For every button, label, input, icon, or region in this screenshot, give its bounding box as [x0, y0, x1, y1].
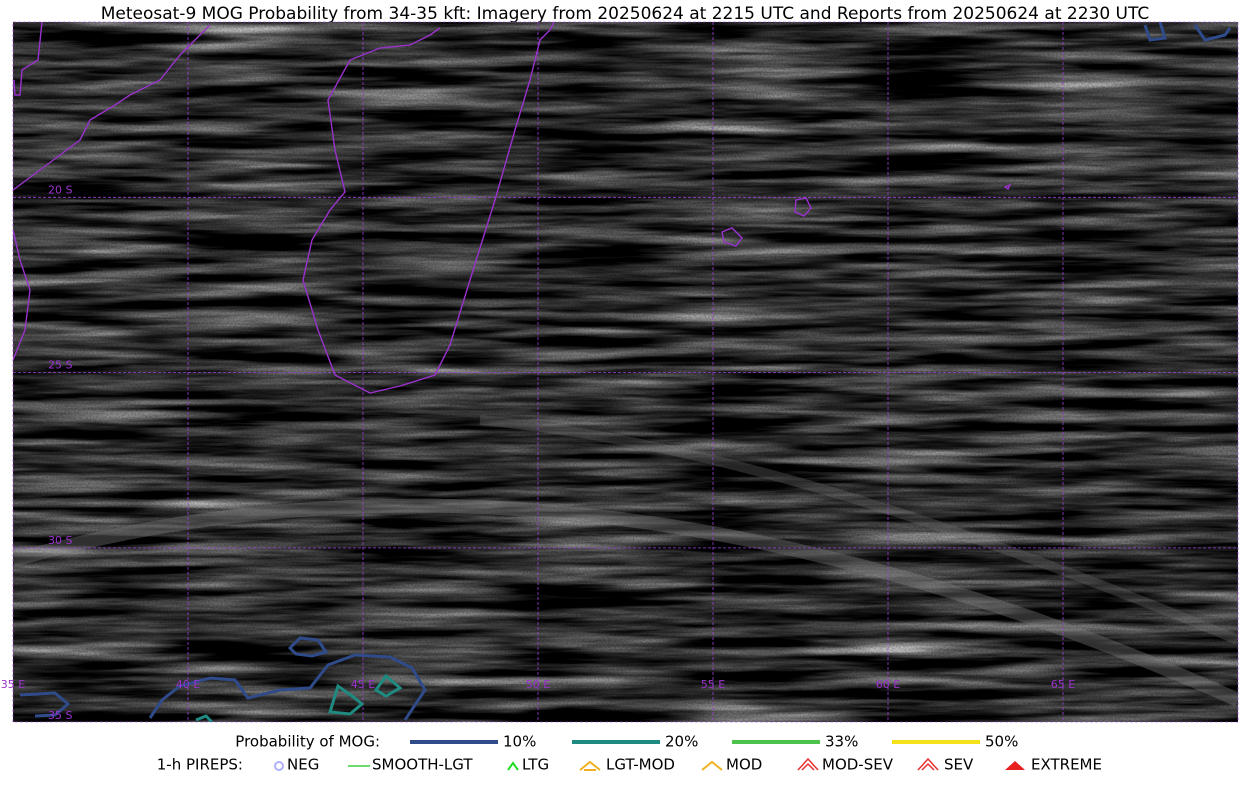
title: Meteosat-9 MOG Probability from 34-35 kf…: [101, 4, 1150, 24]
legend-label: 10%: [503, 733, 536, 751]
legend-label: 50%: [985, 733, 1018, 751]
legend-label: EXTREME: [1031, 756, 1102, 774]
legend-label: SMOOTH-LGT: [372, 756, 473, 774]
legend-symbol: [797, 757, 819, 771]
legend-label: LTG: [522, 756, 549, 774]
legend-symbol: [274, 761, 284, 771]
legend-symbol: [507, 761, 519, 771]
legend-symbol: [579, 760, 601, 771]
contour-10: [19, 691, 71, 718]
lon-label: 40 E: [176, 678, 200, 691]
contour-20: [195, 714, 214, 722]
lon-label: 55 E: [701, 678, 725, 691]
island: [1003, 183, 1012, 191]
cloud-band: [479, 415, 1238, 645]
map: [13, 22, 1238, 722]
lat-label: 25 S: [48, 359, 72, 372]
legend-label: MOD: [726, 756, 762, 774]
contour-10: [287, 636, 329, 658]
lon-label: 60 E: [876, 678, 900, 691]
legend-symbol: [1005, 761, 1025, 770]
legend-symbol: [917, 757, 939, 771]
lat-label: 20 S: [48, 183, 72, 196]
lon-label: 50 E: [526, 678, 550, 691]
cloud-band: [13, 498, 1238, 707]
legend-title: Probability of MOG:: [235, 733, 380, 751]
legend-symbol: [701, 760, 723, 771]
legend-label: 20%: [665, 733, 698, 751]
legend-label: SEV: [944, 756, 974, 774]
lon-label: 45 E: [351, 678, 375, 691]
graticule: [13, 22, 1238, 722]
legend-label: NEG: [287, 756, 319, 774]
legend-label: MOD-SEV: [822, 756, 894, 774]
contours: [19, 22, 1232, 722]
legend-title: 1-h PIREPS:: [157, 756, 243, 774]
contour-10: [148, 653, 427, 721]
contour-10: [1193, 24, 1232, 42]
imagery-noise: [13, 22, 1238, 722]
lat-label: 35 S: [48, 709, 72, 722]
contour-20: [373, 673, 403, 698]
map-frame: [12, 21, 1239, 723]
contour-10: [1143, 22, 1167, 42]
legend: Probability of MOG: 10% 20% 33% 50% 1-h …: [157, 733, 1102, 774]
lat-label: 30 S: [48, 534, 72, 547]
coastline-madagascar: [302, 22, 555, 394]
island: [721, 227, 743, 247]
legend-label: LGT-MOD: [606, 756, 675, 774]
lon-label: 35 E: [1, 678, 25, 691]
lon-label: 65 E: [1051, 678, 1075, 691]
coastline: [13, 22, 211, 361]
legend-label: 33%: [825, 733, 858, 751]
contour-20: [328, 683, 365, 716]
island: [794, 197, 812, 217]
